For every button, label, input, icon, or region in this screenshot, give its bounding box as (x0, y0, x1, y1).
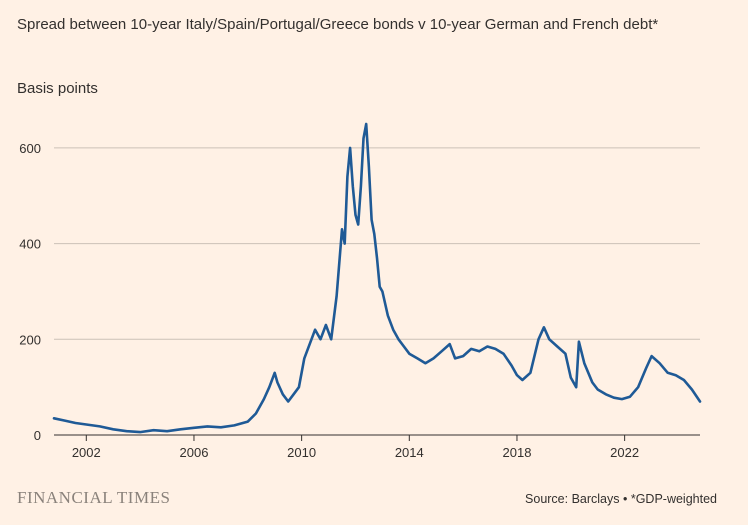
y-axis-label: Basis points (17, 80, 98, 97)
chart-title: Spread between 10-year Italy/Spain/Portu… (17, 16, 659, 33)
y-tick-label: 400 (19, 237, 41, 252)
y-tick-label: 200 (19, 332, 41, 347)
x-tick-label: 2006 (180, 445, 209, 460)
x-tick-label: 2018 (503, 445, 532, 460)
ft-logo: FINANCIAL TIMES (17, 488, 171, 507)
y-tick-label: 0 (34, 428, 41, 443)
x-tick-label: 2014 (395, 445, 424, 460)
source-note: Source: Barclays • *GDP-weighted (525, 492, 717, 506)
x-tick-label: 2002 (72, 445, 101, 460)
x-tick-label: 2010 (287, 445, 316, 460)
y-tick-label: 600 (19, 141, 41, 156)
x-tick-label: 2022 (610, 445, 639, 460)
series-line (52, 122, 702, 434)
